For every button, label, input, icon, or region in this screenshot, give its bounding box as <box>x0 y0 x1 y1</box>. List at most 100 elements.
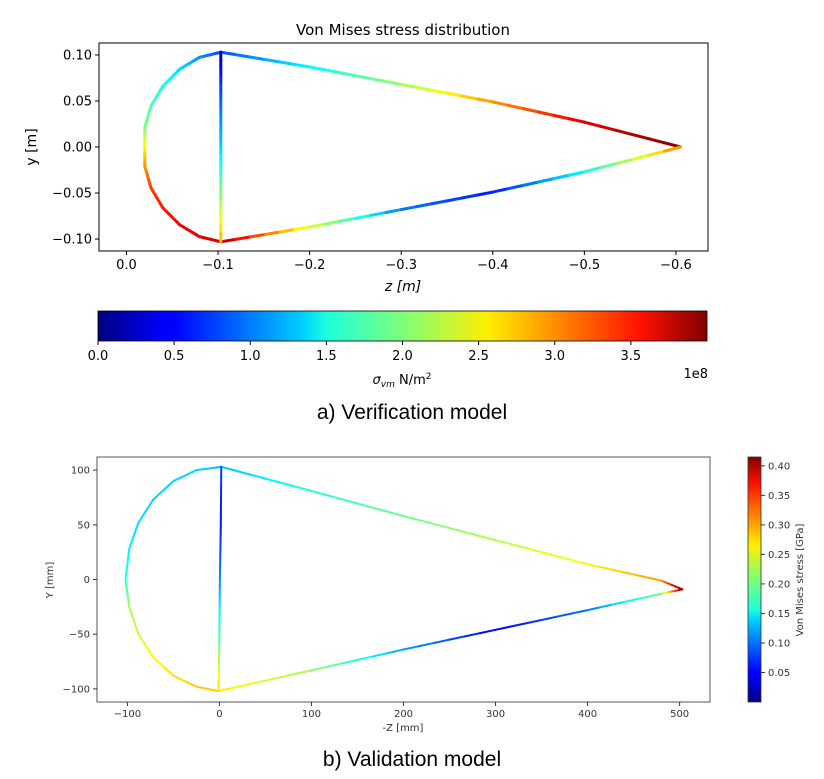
colorbar-a <box>97 310 708 342</box>
stress-line-segment <box>232 683 251 689</box>
caption-a: a) Verification model <box>316 401 508 424</box>
stress-line-segment <box>598 603 614 609</box>
stress-line-segment <box>598 162 618 170</box>
stress-line-segment <box>479 535 497 542</box>
stress-line-segment <box>414 202 434 209</box>
stress-line-segment <box>338 71 357 78</box>
stress-line-segment <box>630 153 650 161</box>
verification-plot: Von Mises stress distribution 0.0 −0.1 −0.… <box>24 21 709 390</box>
colorbar-a-tick-label: 2.0 <box>392 349 413 364</box>
colorbar-a-ticks: 0.0 0.5 1.0 1.5 2.0 2.5 3.0 3.5 <box>88 341 642 364</box>
stress-line-segment <box>341 658 359 665</box>
colorbar-b-tick-label: 0.40 <box>768 461 790 472</box>
stress-line-segment <box>540 615 558 621</box>
y-tick-label: −100 <box>63 684 90 695</box>
x-tick-label: −0.5 <box>569 258 601 273</box>
x-tick-label: 300 <box>486 709 505 720</box>
stress-line-segment <box>384 208 403 214</box>
colorbar-b-tick-label: 0.15 <box>768 609 790 620</box>
colorbar-a-tick-label: 3.5 <box>621 349 642 364</box>
stress-line-segment <box>614 157 634 166</box>
stress-line-segment <box>571 609 589 615</box>
colorbar-b-ticks: 0.05 0.10 0.15 0.20 0.25 0.30 0.35 0.40 <box>761 461 790 679</box>
colorbar-b <box>747 456 762 703</box>
plot-b-xlabel: -Z [mm] <box>383 723 424 734</box>
stress-line-segment <box>611 600 626 606</box>
stress-line-segment <box>623 571 638 577</box>
stress-line-segment <box>219 50 238 57</box>
stress-line-segment <box>308 65 327 72</box>
stress-line-segment <box>525 547 543 554</box>
plot-a-title: Von Mises stress distribution <box>296 21 510 39</box>
stress-line-segment <box>293 62 312 69</box>
stress-line-segment <box>248 679 266 686</box>
stress-line-segment <box>540 551 558 558</box>
stress-line-segment <box>448 635 466 641</box>
x-tick-label: −0.1 <box>202 258 234 273</box>
stress-line-segment <box>417 519 436 526</box>
plot-b-ylabel: Y [mm] <box>45 562 56 600</box>
colorbar-b-tick-label: 0.35 <box>768 491 790 502</box>
stress-line-segment <box>248 232 267 239</box>
stress-line-segment <box>635 595 650 601</box>
stress-line-segment <box>491 187 510 194</box>
stress-line-segment <box>506 183 525 191</box>
colorbar-a-tick-label: 0.5 <box>164 349 185 364</box>
stress-line-segment <box>417 641 436 648</box>
plot-a-y-ticks: 0.10 0.05 0.00 −0.05 −0.10 <box>52 49 99 248</box>
stress-line-segment <box>338 216 357 223</box>
stress-line-segment <box>571 559 589 566</box>
plot-a-lines <box>143 50 683 244</box>
stress-line-segment <box>521 107 541 114</box>
y-tick-label: −0.05 <box>52 187 92 202</box>
stress-line-segment <box>506 103 525 111</box>
colorbar-a-tick-label: 1.0 <box>240 349 261 364</box>
plot-b-lines <box>124 465 684 693</box>
stress-line-segment <box>448 527 466 534</box>
x-tick-label: −0.4 <box>477 258 509 273</box>
stress-line-segment <box>371 651 390 658</box>
stress-line-segment <box>369 77 388 84</box>
colorbar-a-offset: 1e8 <box>683 367 708 382</box>
stress-line-segment <box>399 205 418 212</box>
stress-line-segment <box>476 97 495 104</box>
stress-line-segment <box>263 58 282 64</box>
stress-line-segment <box>598 565 614 571</box>
y-tick-label: 0.05 <box>63 95 92 110</box>
colorbar-a-tick-label: 2.5 <box>468 349 489 364</box>
x-tick-label: −100 <box>114 709 141 720</box>
stress-line-segment <box>623 598 638 603</box>
stress-line-segment <box>384 80 403 86</box>
stress-line-segment <box>265 477 283 484</box>
caption-b: b) Validation model <box>322 748 502 771</box>
colorbar-b-tick-label: 0.25 <box>768 550 790 561</box>
stress-line-segment <box>325 494 344 501</box>
stress-line-segment <box>525 618 543 625</box>
stress-line-segment <box>598 124 618 132</box>
plot-a-xlabel: z [m] <box>384 279 421 295</box>
stress-line-segment <box>552 113 571 121</box>
stress-line-segment <box>278 60 297 66</box>
stress-line-segment <box>430 199 449 206</box>
y-tick-label: 0 <box>84 575 90 586</box>
stress-line-segment <box>509 543 528 550</box>
stress-line-segment <box>250 473 268 480</box>
stress-line-segment <box>555 612 574 618</box>
stress-line-segment <box>460 94 480 101</box>
colorbar-a-tick-label: 0.0 <box>88 349 109 364</box>
stress-line-segment <box>445 196 464 203</box>
stress-line-segment <box>494 625 512 631</box>
stress-line-segment <box>509 622 528 628</box>
stress-line-segment <box>234 235 252 241</box>
x-tick-label: 100 <box>302 709 321 720</box>
stress-line-segment <box>220 465 238 472</box>
plot-b-y-ticks: 100 50 0 −50 −100 <box>63 466 97 695</box>
plot-a-x-ticks: 0.0 −0.1 −0.2 −0.3 −0.4 −0.5 −0.6 <box>116 251 692 273</box>
plot-b-x-ticks: −100 0 100 200 300 400 500 <box>114 702 689 720</box>
stress-line-segment <box>235 469 253 476</box>
stress-line-segment <box>248 55 267 62</box>
stress-line-segment <box>387 648 405 654</box>
plot-b-frame <box>96 456 711 703</box>
stress-line-segment <box>325 662 344 668</box>
